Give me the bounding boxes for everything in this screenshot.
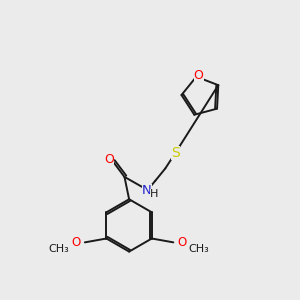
Text: N: N bbox=[142, 184, 152, 196]
Text: O: O bbox=[194, 69, 204, 82]
Text: CH₃: CH₃ bbox=[189, 244, 209, 254]
Text: H: H bbox=[150, 189, 159, 199]
Text: CH₃: CH₃ bbox=[49, 244, 70, 254]
Text: O: O bbox=[104, 153, 114, 166]
Text: O: O bbox=[72, 236, 81, 249]
Text: S: S bbox=[171, 146, 180, 160]
Text: O: O bbox=[177, 236, 186, 249]
